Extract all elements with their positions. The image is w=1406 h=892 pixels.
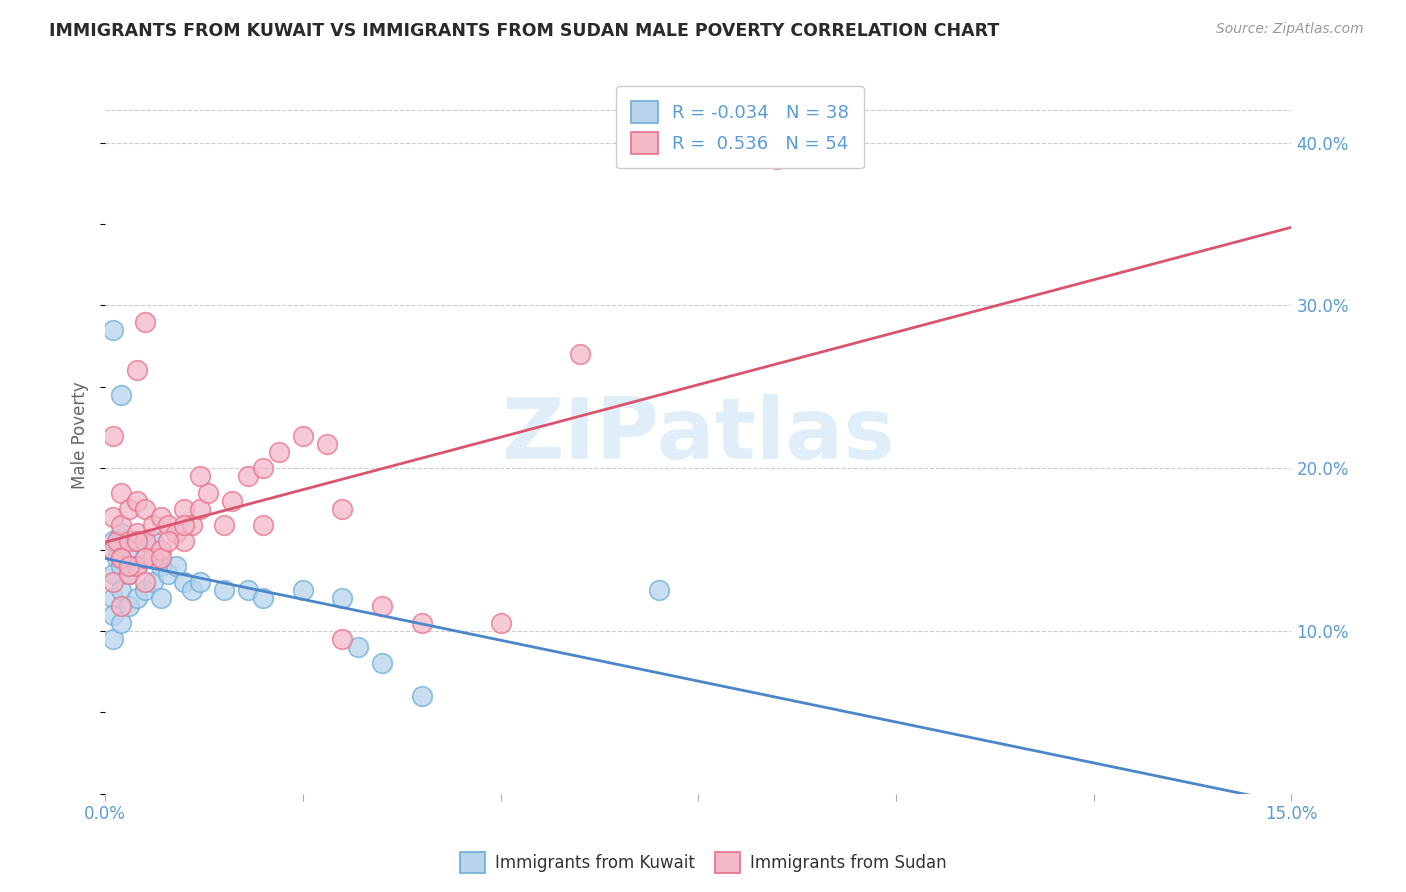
Point xyxy=(110,558,132,573)
Point xyxy=(110,599,132,614)
Point xyxy=(125,526,148,541)
Y-axis label: Male Poverty: Male Poverty xyxy=(72,382,89,490)
Text: ZIPatlas: ZIPatlas xyxy=(502,394,896,477)
Point xyxy=(101,632,124,646)
Point xyxy=(118,599,141,614)
Point xyxy=(332,501,354,516)
Point xyxy=(221,493,243,508)
Point xyxy=(291,428,314,442)
Legend: R = -0.034   N = 38, R =  0.536   N = 54: R = -0.034 N = 38, R = 0.536 N = 54 xyxy=(616,87,863,169)
Text: IMMIGRANTS FROM KUWAIT VS IMMIGRANTS FROM SUDAN MALE POVERTY CORRELATION CHART: IMMIGRANTS FROM KUWAIT VS IMMIGRANTS FRO… xyxy=(49,22,1000,40)
Point xyxy=(118,558,141,573)
Point xyxy=(766,152,789,166)
Point xyxy=(188,575,211,590)
Point xyxy=(411,615,433,630)
Point xyxy=(101,323,124,337)
Point xyxy=(105,550,128,565)
Point xyxy=(101,534,124,549)
Point xyxy=(125,558,148,573)
Point xyxy=(371,657,394,671)
Point xyxy=(315,436,337,450)
Point xyxy=(212,583,235,598)
Point xyxy=(125,534,148,549)
Point xyxy=(110,526,132,541)
Point xyxy=(149,510,172,524)
Point xyxy=(149,550,172,565)
Point xyxy=(125,534,148,549)
Point xyxy=(134,501,156,516)
Point xyxy=(110,388,132,402)
Text: Source: ZipAtlas.com: Source: ZipAtlas.com xyxy=(1216,22,1364,37)
Point xyxy=(173,501,195,516)
Point xyxy=(110,485,132,500)
Point xyxy=(110,615,132,630)
Point xyxy=(236,469,259,483)
Point xyxy=(125,493,148,508)
Point xyxy=(101,607,124,622)
Point xyxy=(101,575,124,590)
Point xyxy=(252,591,274,606)
Point xyxy=(149,558,172,573)
Point xyxy=(181,583,204,598)
Point xyxy=(173,575,195,590)
Point xyxy=(236,583,259,598)
Point xyxy=(101,428,124,442)
Point xyxy=(212,518,235,533)
Point xyxy=(347,640,370,655)
Point xyxy=(125,591,148,606)
Point xyxy=(291,583,314,598)
Point xyxy=(134,550,156,565)
Point xyxy=(134,583,156,598)
Point xyxy=(165,526,187,541)
Point xyxy=(149,542,172,557)
Point xyxy=(118,566,141,581)
Point xyxy=(110,550,132,565)
Point xyxy=(118,501,141,516)
Point xyxy=(157,534,180,549)
Point xyxy=(110,583,132,598)
Point xyxy=(252,518,274,533)
Point xyxy=(252,461,274,475)
Point xyxy=(110,518,132,533)
Point xyxy=(134,534,156,549)
Point xyxy=(125,363,148,377)
Point xyxy=(118,542,141,557)
Point xyxy=(648,583,671,598)
Point xyxy=(101,510,124,524)
Point xyxy=(411,689,433,703)
Point xyxy=(101,542,124,557)
Legend: Immigrants from Kuwait, Immigrants from Sudan: Immigrants from Kuwait, Immigrants from … xyxy=(453,846,953,880)
Point xyxy=(157,518,180,533)
Point xyxy=(134,550,156,565)
Point xyxy=(568,347,591,361)
Point xyxy=(173,518,195,533)
Point xyxy=(142,518,165,533)
Point xyxy=(118,566,141,581)
Point xyxy=(188,501,211,516)
Point xyxy=(197,485,219,500)
Point xyxy=(142,575,165,590)
Point xyxy=(149,591,172,606)
Point xyxy=(181,518,204,533)
Point xyxy=(142,550,165,565)
Point xyxy=(173,534,195,549)
Point xyxy=(157,566,180,581)
Point xyxy=(101,566,124,581)
Point xyxy=(134,315,156,329)
Point xyxy=(142,534,165,549)
Point xyxy=(118,534,141,549)
Point xyxy=(110,550,132,565)
Point xyxy=(134,575,156,590)
Point xyxy=(188,469,211,483)
Point xyxy=(489,615,512,630)
Point xyxy=(332,591,354,606)
Point xyxy=(105,534,128,549)
Point xyxy=(125,558,148,573)
Point xyxy=(101,591,124,606)
Point xyxy=(165,558,187,573)
Point xyxy=(371,599,394,614)
Point xyxy=(269,445,291,459)
Point xyxy=(332,632,354,646)
